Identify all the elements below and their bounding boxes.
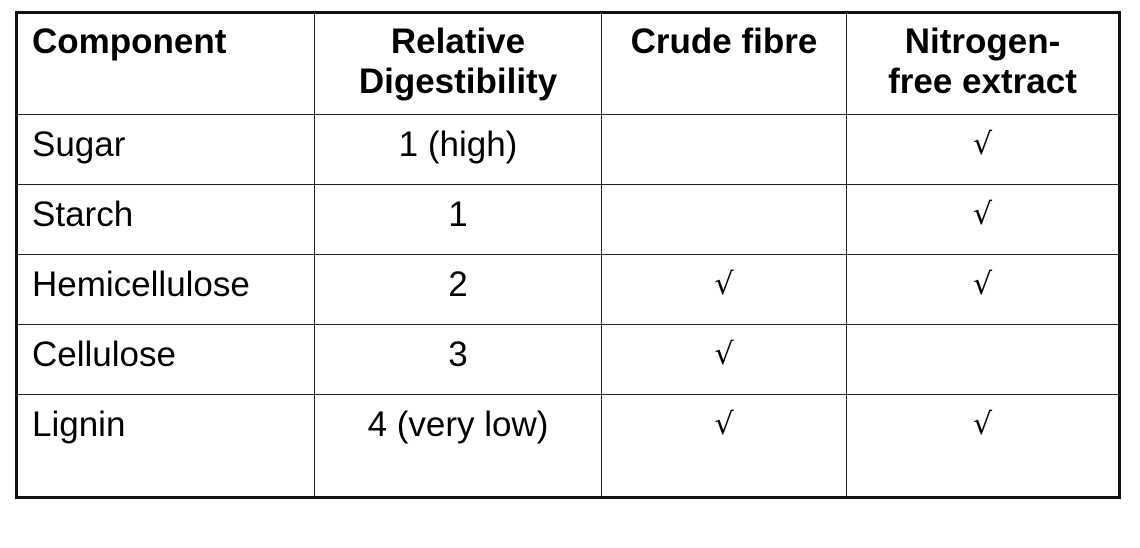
digestibility-cell: 3 [314, 324, 602, 395]
crude-fibre-cell: √ [601, 254, 847, 325]
header-row: Component Relative Digestibility Crude fi… [16, 12, 1120, 115]
digestibility-table: Component Relative Digestibility Crude fi… [15, 11, 1121, 499]
header-nitrogen-free-extract: Nitrogen-free extract [846, 12, 1120, 115]
component-cell: Sugar [16, 114, 315, 185]
header-text: Nitrogen- [904, 22, 1061, 61]
header-text: Crude fibre [630, 22, 818, 61]
crude-fibre-cell: √ [601, 394, 847, 498]
nfe-cell: √ [846, 114, 1120, 185]
nfe-cell [846, 324, 1120, 395]
header-text: free extract [888, 62, 1077, 101]
nfe-cell: √ [846, 184, 1120, 255]
header-crude-fibre: Crude fibre [601, 12, 847, 115]
digestibility-cell: 4 (very low) [314, 394, 602, 498]
table-row: Sugar 1 (high) √ [16, 114, 1120, 185]
header-relative-digestibility: Relative Digestibility [314, 12, 602, 115]
component-cell: Lignin [16, 394, 315, 498]
table-row: Hemicellulose 2 √ √ [16, 254, 1120, 325]
crude-fibre-cell [601, 114, 847, 185]
component-cell: Cellulose [16, 324, 315, 395]
digestibility-cell: 2 [314, 254, 602, 325]
nfe-cell: √ [846, 254, 1120, 325]
crude-fibre-cell [601, 184, 847, 255]
component-cell: Starch [16, 184, 315, 255]
header-text: Component [32, 22, 227, 61]
crude-fibre-cell: √ [601, 324, 847, 395]
header-text: Digestibility [358, 62, 558, 101]
digestibility-cell: 1 (high) [314, 114, 602, 185]
nfe-cell: √ [846, 394, 1120, 498]
table-row: Lignin 4 (very low) √ √ [16, 394, 1120, 498]
table-row: Starch 1 √ [16, 184, 1120, 255]
digestibility-cell: 1 [314, 184, 602, 255]
component-cell: Hemicellulose [16, 254, 315, 325]
header-text: Relative [390, 22, 526, 61]
header-component: Component [16, 12, 315, 115]
table-row: Cellulose 3 √ [16, 324, 1120, 395]
